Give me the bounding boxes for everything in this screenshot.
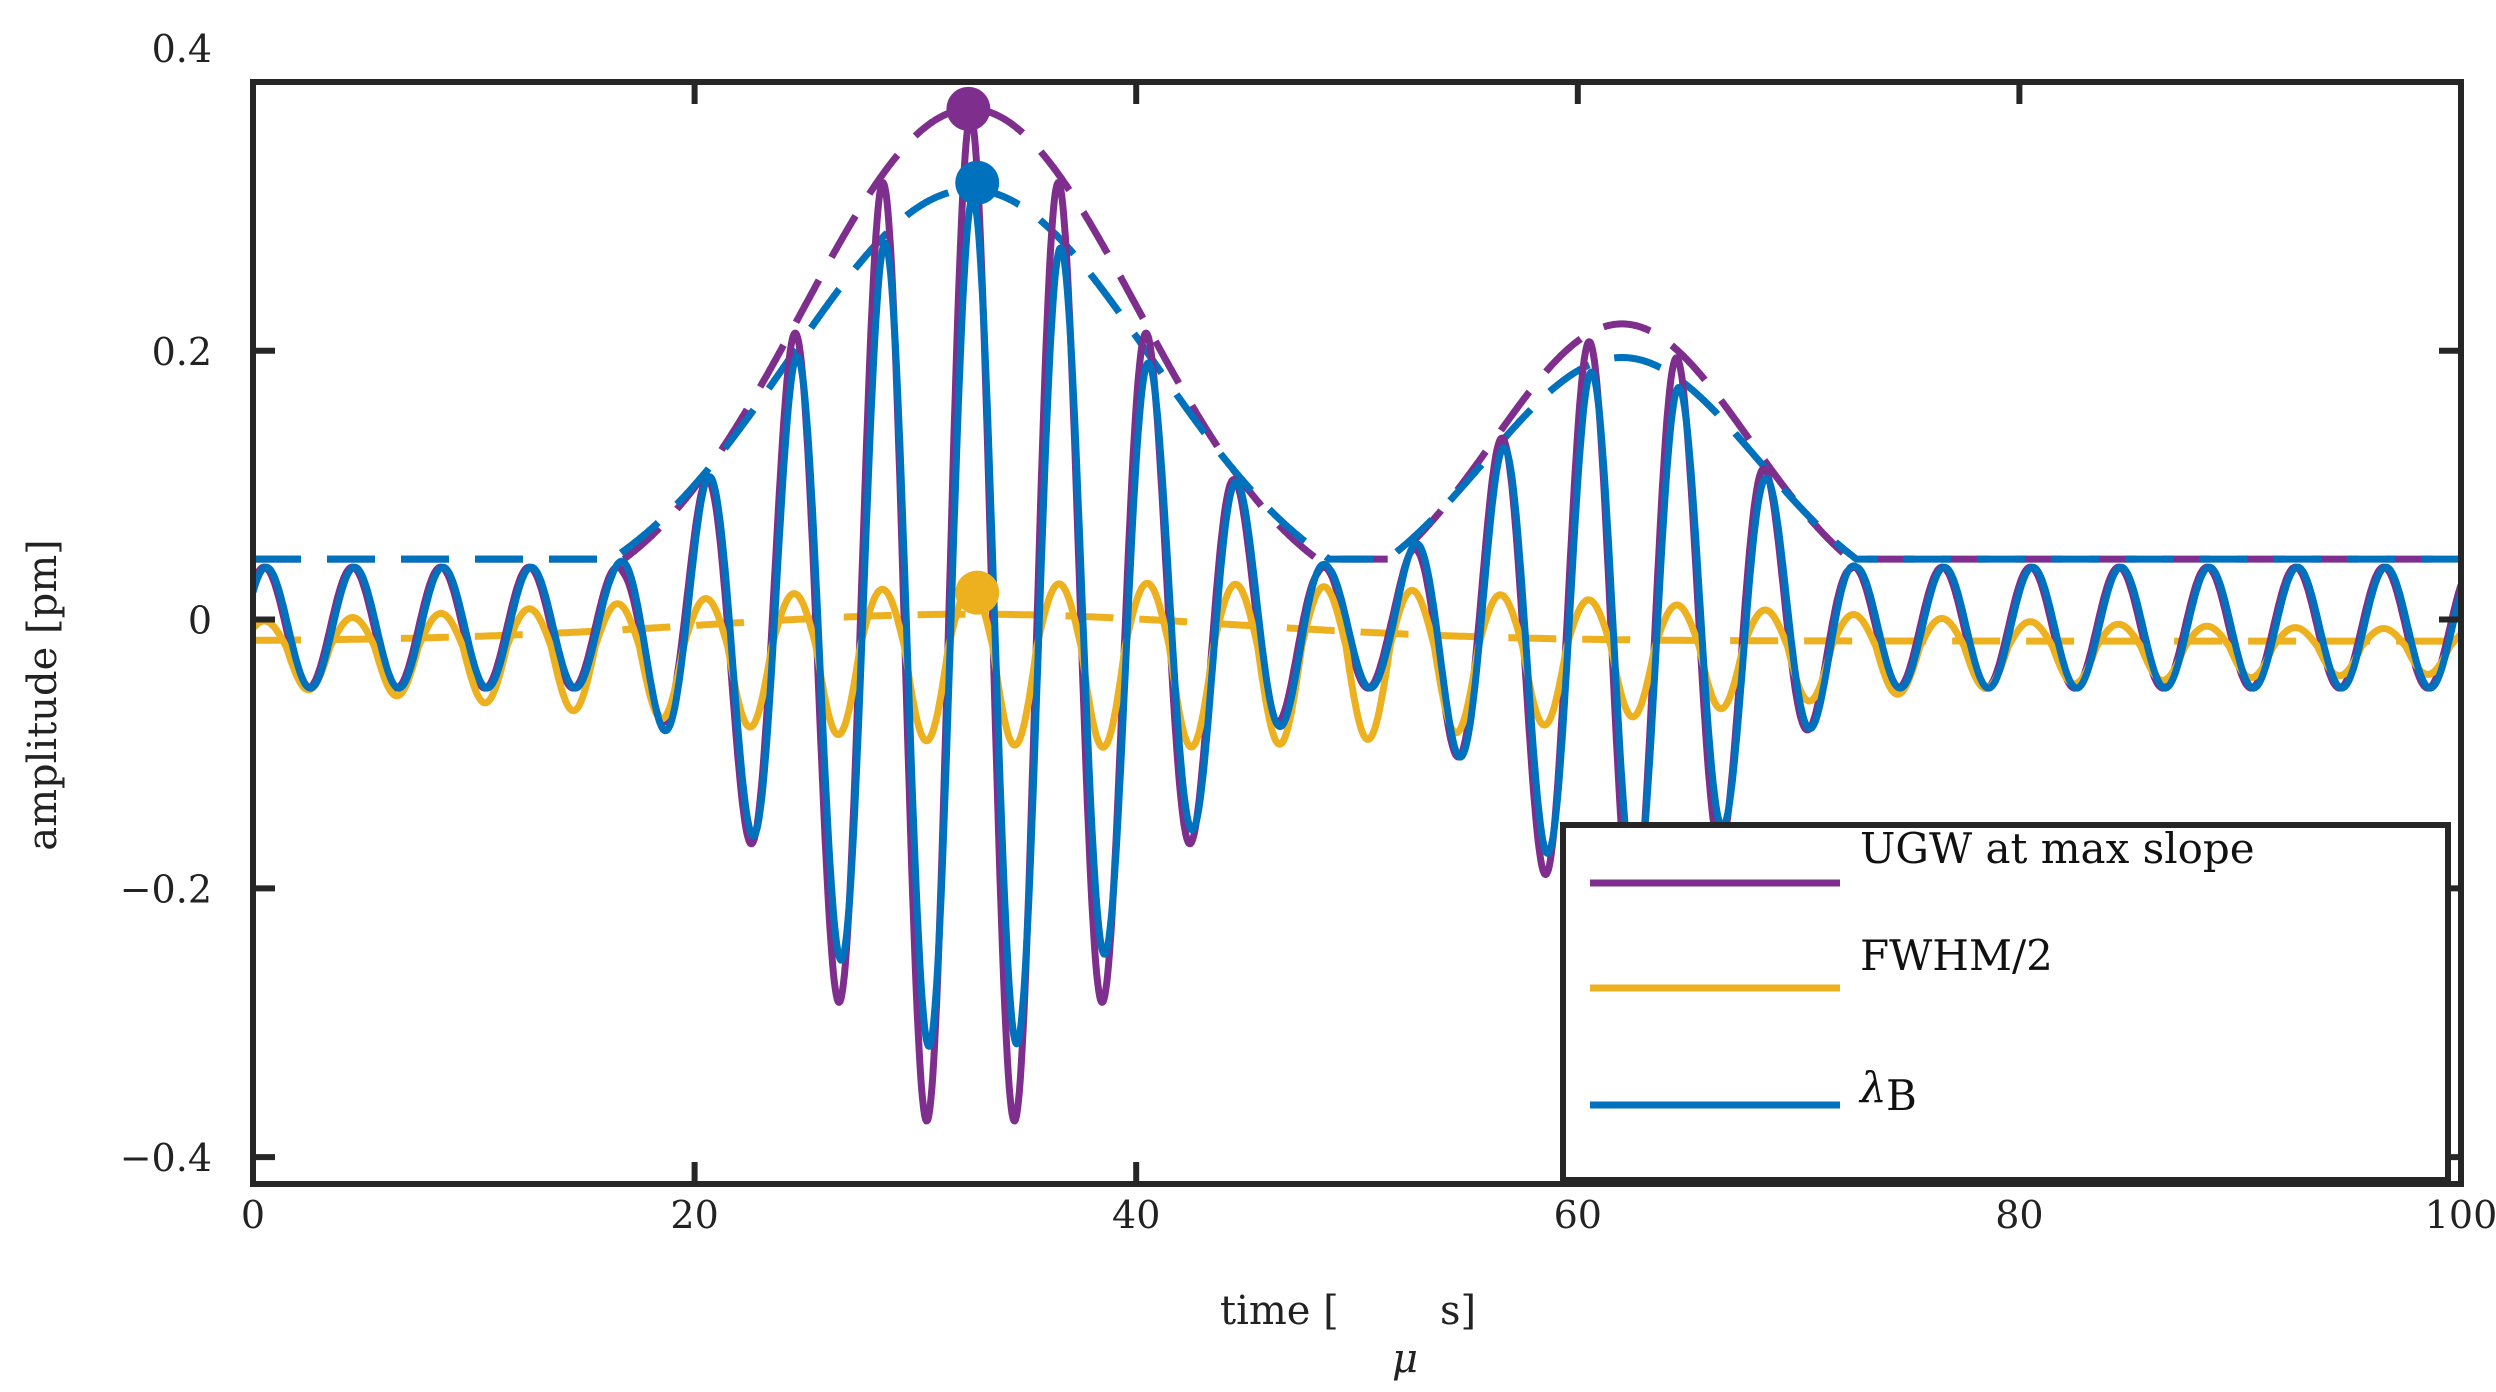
y-tick-label: 0.2	[152, 330, 212, 374]
envelope-line	[253, 186, 2461, 563]
x-tick-label: 0	[241, 1193, 265, 1237]
legend-box	[1560, 822, 2451, 1183]
peak-marker	[955, 160, 1000, 205]
legend-label-ugw: UGW at max slope	[1860, 824, 2255, 873]
axis-ticks: 0 20 40 60 80 100 −0.4 −0.2 0 0.2 0.4	[120, 27, 2496, 1237]
x-tick-label: 20	[670, 1193, 718, 1237]
y-tick-label: −0.4	[120, 1136, 212, 1180]
y-tick-label: 0	[188, 599, 212, 643]
envelope-lines	[253, 105, 2461, 645]
peak-marker	[946, 86, 991, 131]
legend: UGW at max slope FWHM/2 λ B	[1560, 822, 2451, 1183]
y-tick-label: −0.2	[120, 867, 212, 911]
envelope-line	[253, 105, 2461, 563]
x-tick-label: 100	[2425, 1193, 2496, 1237]
x-axis-label-prefix: time [	[1220, 1288, 1339, 1334]
x-axis-label-mu: μ	[1392, 1336, 1418, 1382]
legend-label-lambda-sub: B	[1886, 1071, 1917, 1120]
axes-box	[250, 79, 2464, 1187]
peak-marker	[955, 570, 1000, 615]
x-tick-label: 40	[1112, 1193, 1160, 1237]
peak-markers	[946, 86, 1000, 615]
signal-lines	[253, 113, 2461, 1125]
x-axis-label-suffix: s]	[1440, 1288, 1476, 1334]
x-tick-label: 80	[1995, 1193, 2043, 1237]
legend-label-fwhm: FWHM/2	[1860, 931, 2053, 980]
signal-line	[253, 194, 2461, 1050]
y-tick-label: 0.4	[152, 27, 212, 71]
legend-label-lambda: λ	[1858, 1063, 1887, 1112]
y-axis-label: amplitude [pm]	[20, 539, 66, 851]
plot-area	[253, 86, 2461, 1125]
x-tick-label: 60	[1554, 1193, 1602, 1237]
